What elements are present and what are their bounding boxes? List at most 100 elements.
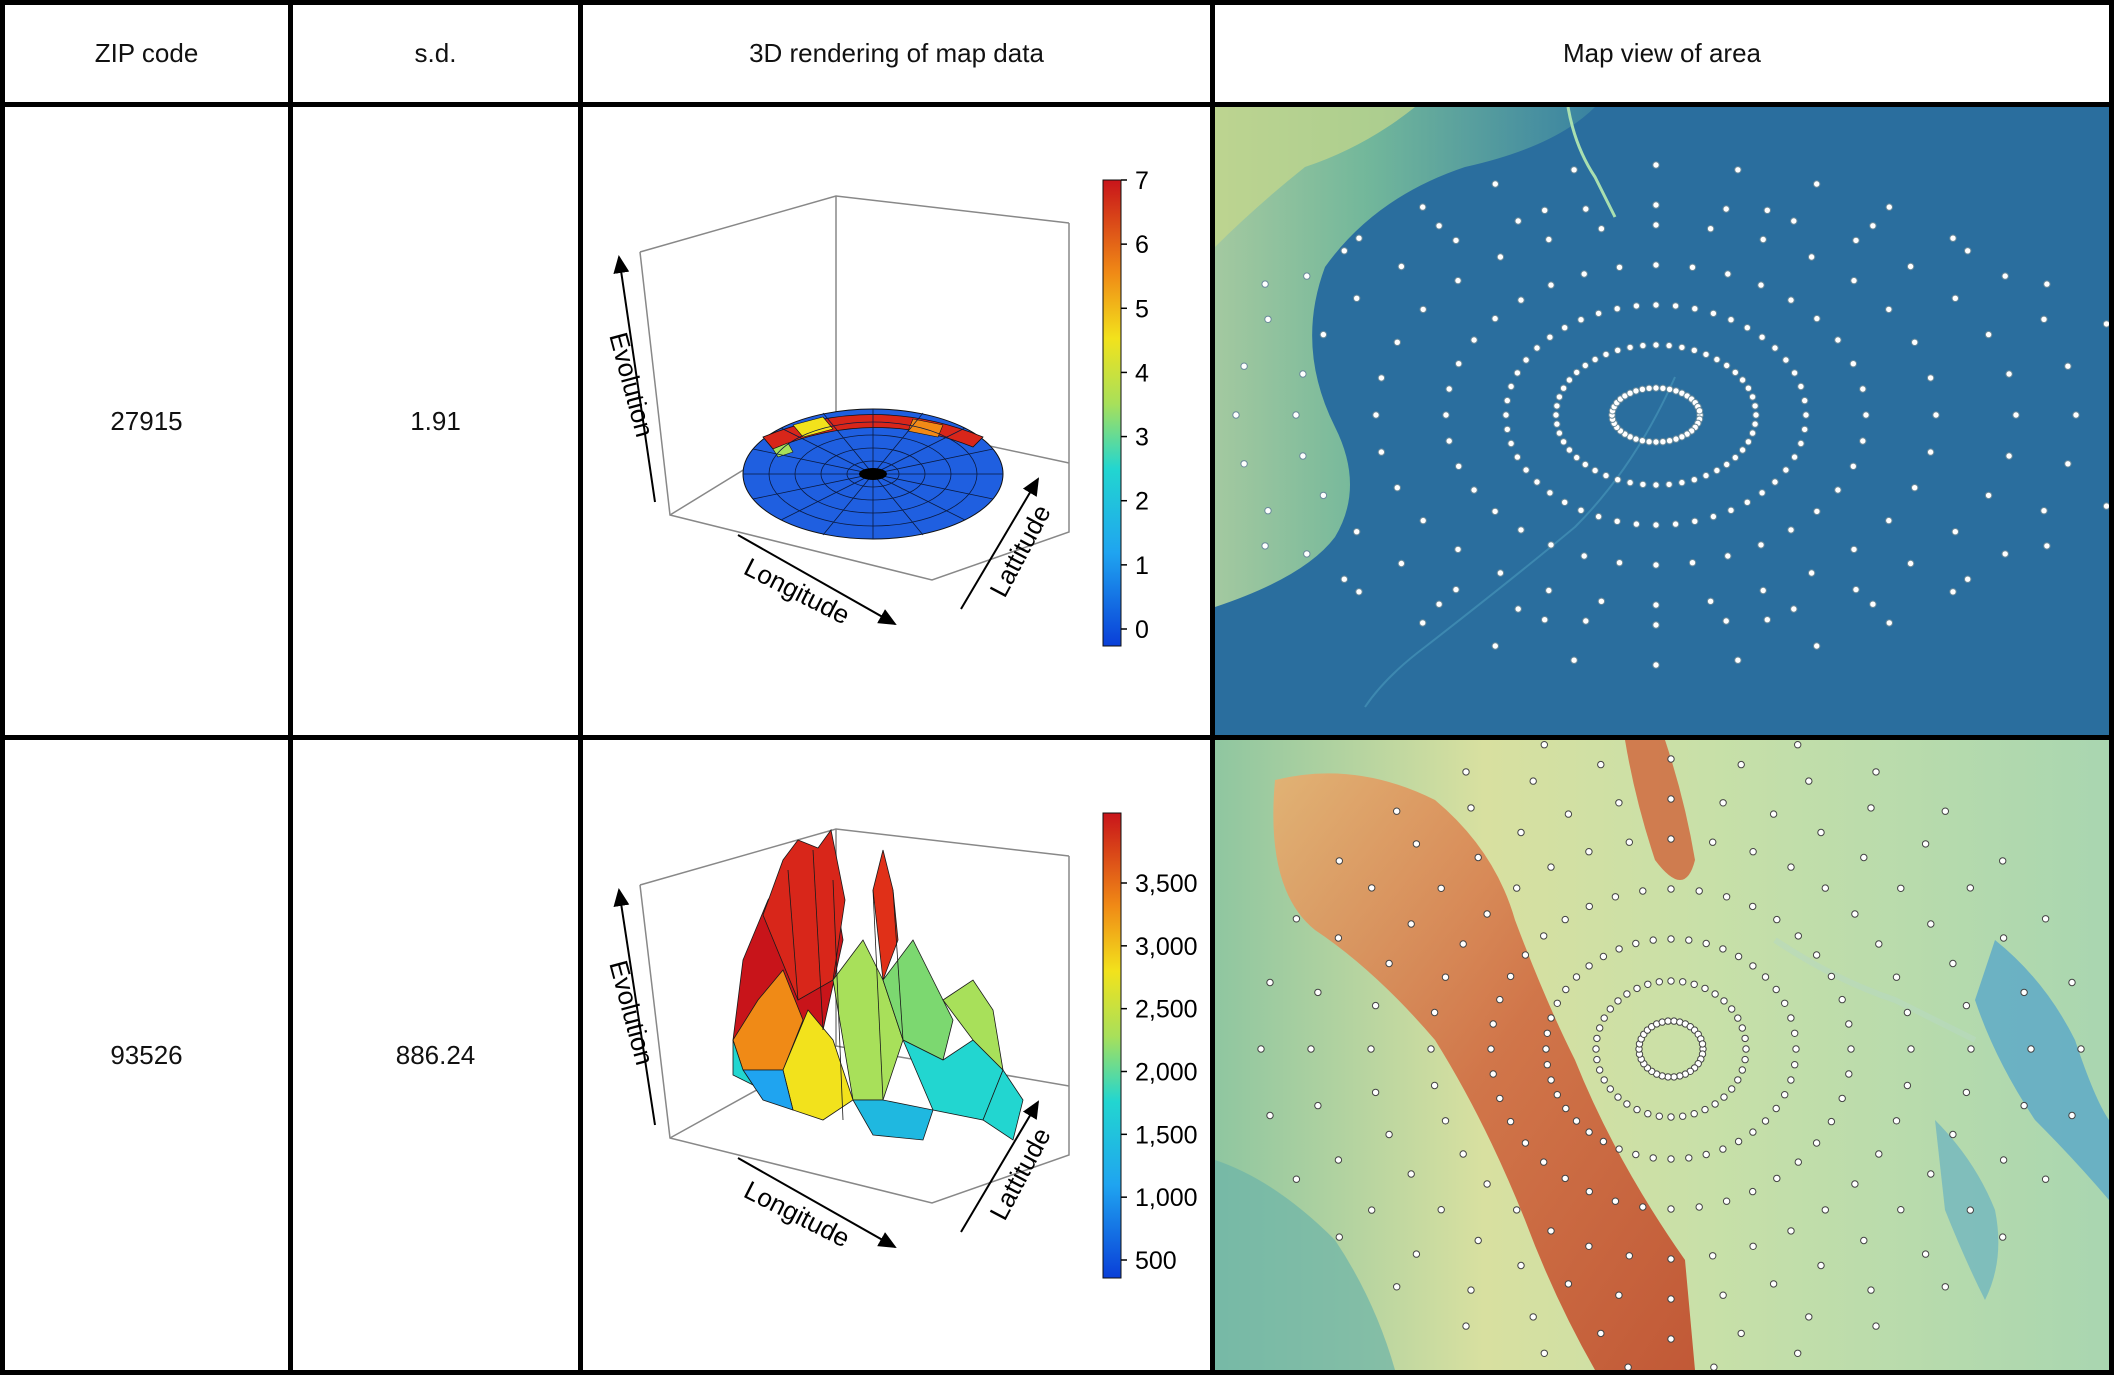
sample-point: [1368, 1206, 1376, 1214]
sample-point: [1709, 309, 1718, 318]
disc-surface: [742, 408, 1004, 540]
sample-point: [1547, 863, 1555, 871]
sample-point: [1639, 480, 1647, 489]
sample-point: [1698, 1040, 1707, 1048]
sample-point: [1911, 484, 1919, 492]
sample-point: [1728, 1085, 1736, 1093]
sample-point: [1545, 235, 1553, 244]
sample-point: [1906, 559, 1915, 568]
sample-point: [1546, 333, 1554, 341]
sample-point: [1368, 884, 1376, 892]
sample-point: [1491, 642, 1499, 650]
sample-point: [1377, 374, 1386, 382]
sample-point: [1850, 276, 1858, 285]
sample-point: [1353, 528, 1361, 536]
sample-point: [1720, 1093, 1728, 1101]
sample-point: [1371, 1001, 1380, 1010]
sample-point: [1581, 460, 1589, 469]
sample-point: [1773, 915, 1781, 924]
sample-point: [1751, 420, 1759, 428]
sample-point: [1614, 476, 1622, 484]
sample-point: [1299, 370, 1307, 378]
sample-point: [1744, 438, 1753, 446]
sample-point: [1582, 205, 1590, 213]
sample-point: [1649, 936, 1657, 944]
sample-point: [1701, 984, 1709, 993]
table-border-right: [2109, 0, 2114, 1375]
sample-point: [1665, 385, 1674, 393]
colorbar-tick-label: 500: [1135, 1247, 1177, 1275]
col-divider-3: [1210, 0, 1215, 1375]
sample-point: [1867, 804, 1875, 812]
evolution-axis-arrow: [613, 888, 656, 1126]
sample-point: [1667, 835, 1675, 843]
sample-point: [1652, 661, 1660, 669]
sample-point: [1261, 542, 1269, 550]
sample-point: [1834, 486, 1842, 494]
sample-point: [2068, 978, 2076, 987]
colorbar-tick-label: 3,000: [1135, 933, 1198, 961]
sample-point: [1781, 999, 1789, 1007]
sample-point: [1797, 382, 1805, 391]
sample-point: [1817, 828, 1825, 837]
table-border-bottom: [0, 1370, 2114, 1375]
sample-point: [2040, 315, 2048, 324]
sample-point: [1529, 777, 1537, 785]
sample-point: [1533, 344, 1541, 352]
sample-point: [1564, 1280, 1573, 1288]
sample-point: [1600, 1076, 1608, 1084]
sample-point: [1581, 361, 1589, 370]
sample-point: [1393, 1283, 1401, 1291]
sample-point: [1738, 1024, 1746, 1032]
sample-point: [1719, 1291, 1727, 1299]
sample-point: [1906, 262, 1915, 271]
sample-point: [1553, 420, 1561, 428]
sample-point: [1597, 597, 1606, 605]
sample-point: [1521, 951, 1530, 959]
sample-point: [1644, 980, 1652, 989]
sample-point: [1851, 1180, 1859, 1188]
sample-point: [1782, 356, 1790, 364]
sample-points: [1232, 161, 2109, 669]
sample-point: [1885, 203, 1893, 211]
sample-point: [1690, 346, 1698, 355]
sample-point: [1611, 1197, 1620, 1205]
sample-point: [1667, 935, 1675, 943]
sample-point: [1787, 296, 1795, 304]
sample-point: [1851, 910, 1859, 918]
sample-point: [1615, 559, 1624, 567]
sample-point: [1838, 995, 1846, 1004]
terrain-surface: [732, 829, 1024, 1141]
sample-point: [1962, 1001, 1971, 1010]
sample-point: [1869, 222, 1877, 230]
sample-point: [1813, 180, 1821, 188]
sample-point: [1340, 247, 1349, 255]
sample-point: [1897, 884, 1905, 893]
sample-point: [1632, 520, 1641, 528]
sample-point: [1875, 940, 1883, 948]
sample-point: [1667, 885, 1675, 893]
sample-point: [1734, 1076, 1742, 1084]
sample-point: [1514, 605, 1522, 613]
sample-point: [1565, 376, 1574, 384]
sample-point: [1353, 294, 1361, 303]
sample-point: [1582, 617, 1590, 625]
sample-point: [1723, 361, 1731, 370]
sample-point: [1670, 1073, 1678, 1081]
sample-point: [2005, 370, 2013, 378]
sample-point: [1652, 621, 1660, 629]
sample-point: [1845, 1070, 1853, 1078]
sample-point: [1737, 760, 1745, 769]
sample-point: [1303, 550, 1311, 558]
sample-point: [1591, 355, 1599, 364]
sample-point: [1541, 206, 1549, 215]
sample-point: [1941, 1283, 1949, 1291]
sample-point: [1367, 1045, 1375, 1053]
sample-point: [1561, 498, 1569, 506]
sample-point: [1585, 848, 1593, 856]
sample-point: [1769, 810, 1778, 818]
sample-point: [1292, 411, 1300, 419]
colorbar-tick-label: 2: [1135, 488, 1149, 516]
sample-point: [1667, 755, 1675, 763]
sample-point: [1319, 330, 1328, 339]
